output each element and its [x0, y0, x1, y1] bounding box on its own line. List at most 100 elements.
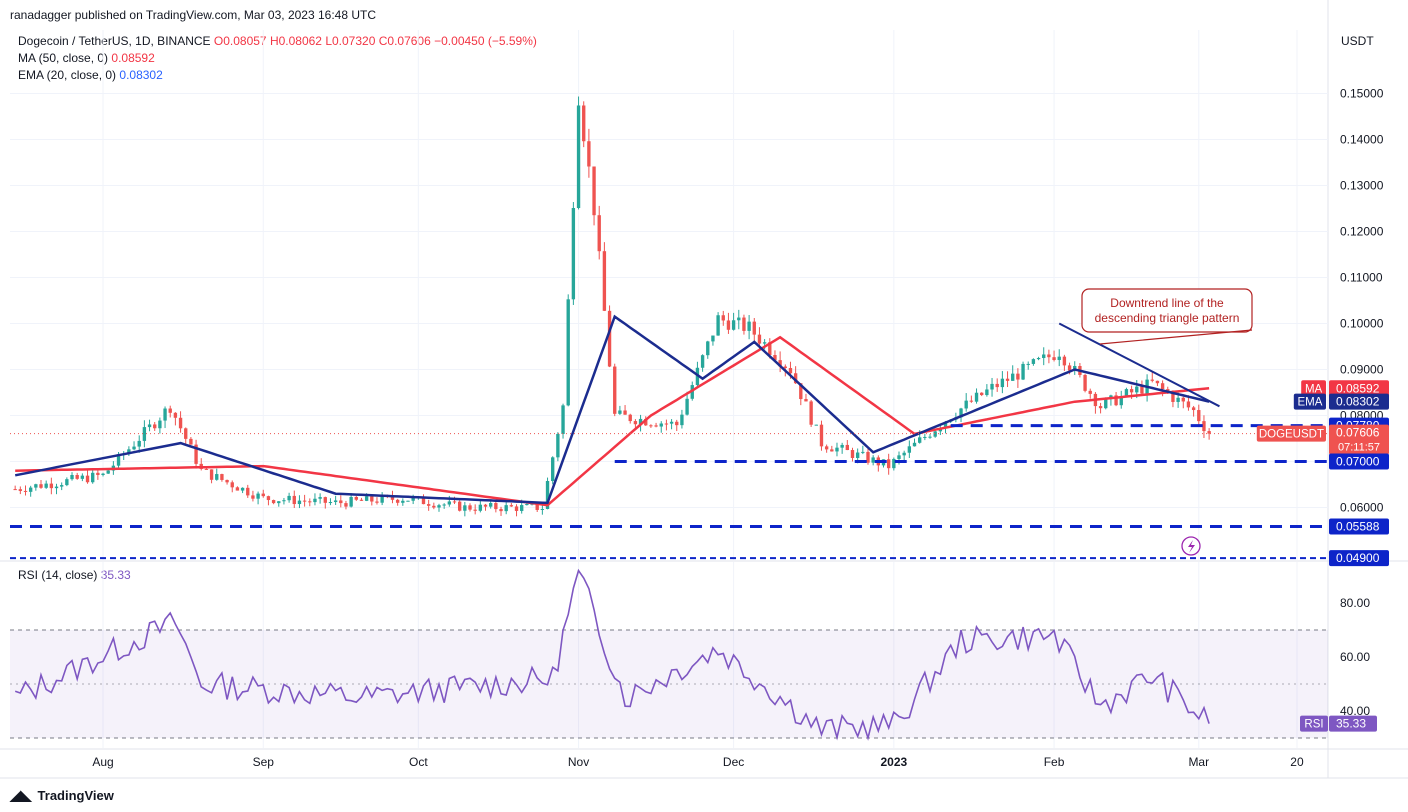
ma-legend[interactable]: MA (50, close, 0) 0.08592 — [18, 51, 155, 65]
candle-body — [680, 414, 684, 426]
candle-body — [669, 421, 674, 424]
candle-body — [1171, 392, 1175, 402]
candle-body — [54, 486, 59, 489]
candle-body — [850, 450, 855, 458]
candle-body — [70, 475, 74, 480]
candle-body — [990, 383, 994, 390]
series-tag-badge — [1293, 393, 1326, 410]
price-tick-label: 0.14000 — [1340, 133, 1384, 147]
candle-body — [892, 458, 896, 469]
series-tag-badge — [1256, 425, 1326, 442]
price-tick-label: 0.13000 — [1340, 179, 1384, 193]
candle-body — [799, 383, 803, 400]
candle-body — [313, 498, 317, 503]
candle-body — [18, 489, 23, 491]
candle-body — [969, 400, 974, 402]
candle-body — [1197, 410, 1201, 422]
candle-body — [840, 444, 844, 448]
ma-legend-label: MA (50, close, 0) — [18, 51, 109, 65]
candle-body — [778, 360, 782, 367]
series-tag-label: EMA — [1297, 397, 1322, 409]
candle-body — [1000, 378, 1005, 388]
candle-body — [809, 401, 813, 425]
candle-body — [75, 475, 79, 479]
candle-body — [240, 487, 245, 491]
candle-body — [597, 215, 601, 252]
candle-body — [333, 500, 338, 503]
candle-body — [607, 310, 612, 367]
candle-body — [28, 487, 33, 492]
candle-body — [1129, 389, 1134, 393]
annotation-text-line-2: descending triangle pattern — [1095, 311, 1240, 325]
candle-body — [447, 501, 452, 505]
candle-body — [401, 500, 405, 503]
candle-body — [215, 474, 219, 480]
candle-body — [566, 299, 570, 406]
ema-legend-label: EMA (20, close, 0) — [18, 68, 117, 82]
price-axis-badge-value: 0.04900 — [1336, 551, 1380, 565]
candle-body — [638, 418, 643, 425]
candle-body — [742, 317, 746, 331]
candle-body — [685, 398, 689, 415]
candle-body — [700, 355, 705, 368]
candle-body — [178, 417, 183, 429]
candle-body — [933, 431, 937, 437]
annotation-box — [1081, 288, 1253, 333]
candle-body — [1062, 356, 1067, 366]
price-tick-label: 0.06000 — [1340, 501, 1384, 515]
symbol-title[interactable]: Dogecoin / TetherUS, 1D, BINANCE — [18, 34, 211, 48]
lightning-icon — [1181, 536, 1201, 556]
candle-body — [271, 500, 276, 504]
candle-body — [912, 442, 917, 447]
price-unit-label: USDT — [1341, 34, 1374, 48]
ema-legend[interactable]: EMA (20, close, 0) 0.08302 — [18, 68, 163, 82]
candle-body — [85, 475, 90, 483]
ohlc-change: −0.00450 (−5.59%) — [434, 34, 537, 48]
candle-body — [1119, 396, 1123, 406]
candle-body — [773, 355, 777, 361]
candle-body — [576, 105, 581, 209]
candle-body — [520, 505, 524, 511]
time-tick-label: 2023 — [880, 755, 907, 769]
candle-body — [142, 427, 147, 441]
price-axis-badge-value: 0.08592 — [1336, 381, 1380, 395]
candle-body — [1114, 395, 1118, 406]
candle-body — [1150, 379, 1154, 381]
rsi-legend[interactable]: RSI (14, close) 35.33 — [18, 568, 131, 582]
candle-body — [757, 334, 762, 344]
rsi-tag-label: RSI — [1304, 719, 1323, 731]
candle-body — [659, 423, 663, 427]
price-axis-badge-value: 0.07606 — [1336, 426, 1380, 440]
series-tag-badge — [1301, 380, 1326, 397]
candle-body — [318, 497, 322, 499]
price-tick-label: 0.09000 — [1340, 363, 1384, 377]
candle-body — [1140, 386, 1144, 394]
price-axis-badge — [1329, 424, 1389, 455]
rsi-tick-label: 60.00 — [1340, 650, 1370, 664]
candle-body — [995, 383, 999, 388]
time-tick-label: Dec — [723, 755, 744, 769]
candle-body — [297, 500, 302, 505]
candle-body — [1026, 363, 1030, 365]
candle-body — [127, 449, 131, 455]
candle-body — [819, 424, 824, 447]
candle-body — [737, 317, 741, 321]
candle-body — [463, 505, 467, 511]
time-tick-label: Aug — [92, 755, 113, 769]
price-axis-badge — [1329, 550, 1389, 567]
candle-body — [1031, 359, 1036, 364]
candle-body — [917, 437, 922, 443]
candle-body — [184, 428, 188, 439]
candle-body — [556, 433, 560, 458]
lightning-icon-bolt — [1188, 540, 1195, 553]
ohlc-high: H0.08062 — [269, 34, 322, 48]
annotation-text-line-1: Downtrend line of the — [1110, 296, 1224, 310]
candle-body — [943, 421, 948, 429]
candle-body — [277, 501, 281, 504]
annotation-pointer — [1099, 329, 1253, 345]
price-axis-badge — [1329, 518, 1389, 535]
candle-body — [380, 495, 384, 503]
tradingview-logo[interactable]: ◢◣ TradingView — [10, 787, 114, 804]
candle-body — [147, 424, 152, 428]
